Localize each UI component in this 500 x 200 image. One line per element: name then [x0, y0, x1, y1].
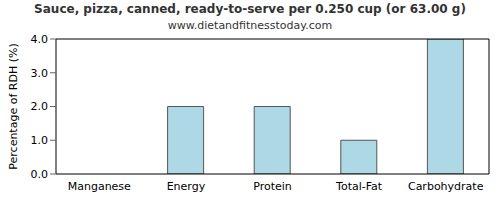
svg-text:Energy: Energy: [167, 180, 206, 193]
svg-text:3.0: 3.0: [31, 67, 49, 80]
svg-text:0.0: 0.0: [31, 168, 49, 181]
svg-text:Percentage of RDH (%): Percentage of RDH (%): [8, 43, 20, 169]
svg-text:Manganese: Manganese: [68, 180, 131, 193]
svg-text:Carbohydrate: Carbohydrate: [408, 180, 484, 193]
svg-text:1.0: 1.0: [31, 134, 49, 147]
svg-text:Protein: Protein: [253, 180, 292, 193]
svg-text:4.0: 4.0: [31, 33, 49, 46]
svg-text:2.0: 2.0: [31, 100, 49, 113]
svg-text:Total-Fat: Total-Fat: [335, 180, 383, 193]
html-text:Sauce, pizza, canned, ready-to: Sauce, pizza, canned, ready-to-serve per…: [34, 2, 466, 16]
html-text:www.dietandfitnesstoday.com: www.dietandfitnesstoday.com: [167, 19, 333, 32]
